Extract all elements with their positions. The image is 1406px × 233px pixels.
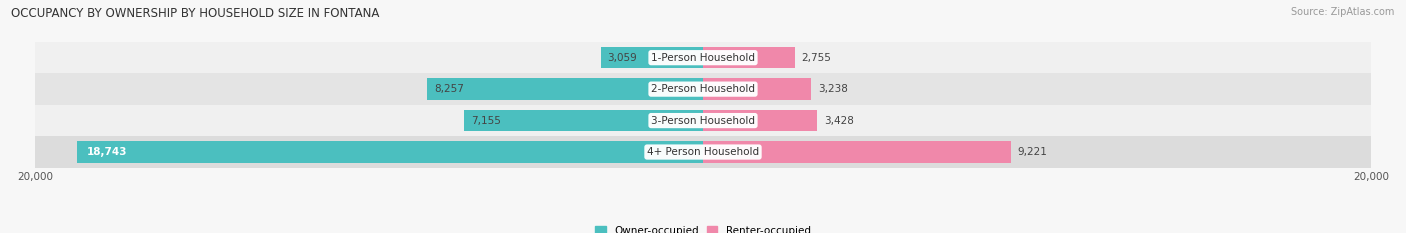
- Bar: [703, 47, 794, 68]
- Bar: [703, 79, 811, 100]
- Bar: [35, 136, 1371, 168]
- Text: 3,238: 3,238: [818, 84, 848, 94]
- Bar: [427, 79, 703, 100]
- Bar: [35, 105, 1371, 136]
- Text: 9,221: 9,221: [1018, 147, 1047, 157]
- Text: Source: ZipAtlas.com: Source: ZipAtlas.com: [1291, 7, 1395, 17]
- Bar: [600, 47, 703, 68]
- Text: OCCUPANCY BY OWNERSHIP BY HOUSEHOLD SIZE IN FONTANA: OCCUPANCY BY OWNERSHIP BY HOUSEHOLD SIZE…: [11, 7, 380, 20]
- Bar: [77, 141, 703, 163]
- Bar: [703, 110, 817, 131]
- Text: 4+ Person Household: 4+ Person Household: [647, 147, 759, 157]
- Text: 1-Person Household: 1-Person Household: [651, 53, 755, 63]
- Text: 18,743: 18,743: [87, 147, 128, 157]
- Text: 3-Person Household: 3-Person Household: [651, 116, 755, 126]
- Text: 2-Person Household: 2-Person Household: [651, 84, 755, 94]
- Text: 8,257: 8,257: [434, 84, 464, 94]
- Bar: [35, 42, 1371, 73]
- Bar: [464, 110, 703, 131]
- Text: 3,428: 3,428: [824, 116, 853, 126]
- Text: 2,755: 2,755: [801, 53, 831, 63]
- Bar: [35, 73, 1371, 105]
- Bar: [703, 141, 1011, 163]
- Text: 7,155: 7,155: [471, 116, 501, 126]
- Text: 3,059: 3,059: [607, 53, 637, 63]
- Legend: Owner-occupied, Renter-occupied: Owner-occupied, Renter-occupied: [591, 222, 815, 233]
